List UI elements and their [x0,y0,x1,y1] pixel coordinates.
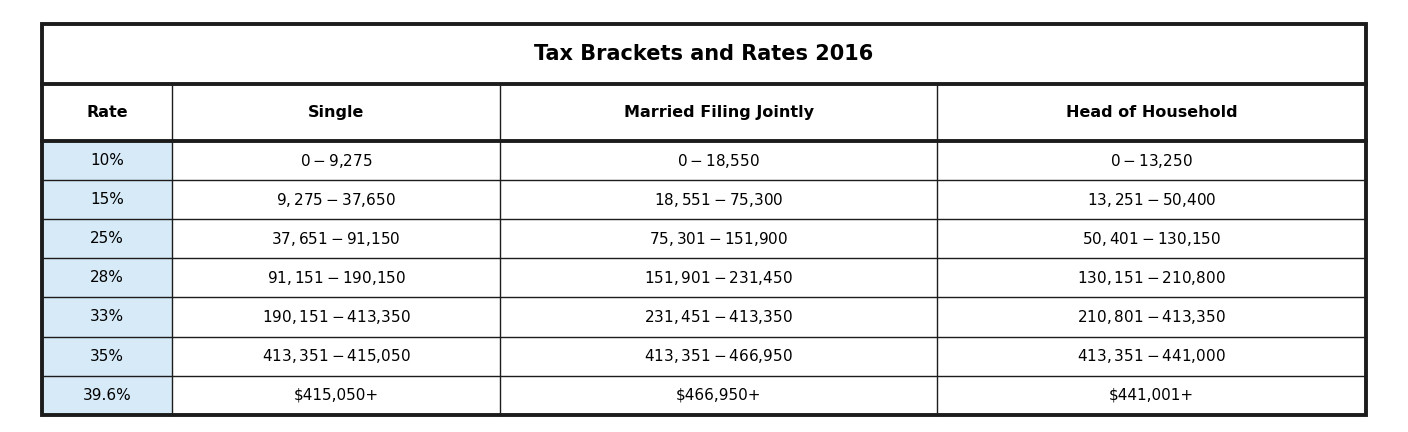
Bar [500,297,936,337]
Bar [42,141,172,180]
Bar [172,297,500,337]
Bar [172,84,500,141]
Bar [936,180,1366,219]
Bar [500,219,936,258]
Text: 39.6%: 39.6% [83,388,131,403]
Text: 28%: 28% [90,270,124,286]
Bar [172,258,500,297]
Bar [172,180,500,219]
Bar [500,375,936,415]
Text: $18,551 - $75,300: $18,551 - $75,300 [653,191,783,209]
Bar [936,141,1366,180]
Bar [172,219,500,258]
Bar [500,141,936,180]
Bar [172,337,500,375]
Bar [936,84,1366,141]
Text: $190,151 - $413,350: $190,151 - $413,350 [262,308,410,326]
Bar [500,258,936,297]
Text: Single: Single [308,105,365,120]
Text: Head of Household: Head of Household [1066,105,1238,120]
Text: $0 - $13,250: $0 - $13,250 [1110,152,1193,170]
Bar [42,375,172,415]
Text: 15%: 15% [90,192,124,207]
Text: $231,451 - $413,350: $231,451 - $413,350 [645,308,793,326]
Text: $0 - $9,275: $0 - $9,275 [300,152,372,170]
Text: $466,950+: $466,950+ [676,388,762,403]
Bar [936,258,1366,297]
Bar [42,180,172,219]
Text: $37,651 - $91,150: $37,651 - $91,150 [272,230,401,248]
Bar [42,337,172,375]
Text: Married Filing Jointly: Married Filing Jointly [624,105,814,120]
Bar [172,141,500,180]
Bar [42,219,172,258]
Text: $0 - $18,550: $0 - $18,550 [677,152,760,170]
Text: $75,301 - $151,900: $75,301 - $151,900 [649,230,788,248]
Bar [936,297,1366,337]
Bar [500,337,936,375]
Text: $413,351 - $441,000: $413,351 - $441,000 [1077,347,1226,365]
Text: 33%: 33% [90,309,124,324]
Text: $151,901 - $231,450: $151,901 - $231,450 [645,269,793,287]
Text: Tax Brackets and Rates 2016: Tax Brackets and Rates 2016 [535,44,873,64]
Text: $210,801 - $413,350: $210,801 - $413,350 [1077,308,1226,326]
Bar [172,375,500,415]
Text: 35%: 35% [90,349,124,364]
Bar [42,297,172,337]
Text: $91,151 - $190,150: $91,151 - $190,150 [266,269,406,287]
Text: $415,050+: $415,050+ [293,388,379,403]
Bar [500,84,936,141]
Text: $413,351 - $415,050: $413,351 - $415,050 [262,347,410,365]
Bar [42,24,1366,84]
Bar [936,375,1366,415]
Text: $50,401 - $130,150: $50,401 - $130,150 [1081,230,1221,248]
Bar [936,337,1366,375]
Text: $130,151  - $210,800: $130,151 - $210,800 [1077,269,1226,287]
Text: $9,275 - $37,650: $9,275 - $37,650 [276,191,396,209]
Text: $413,351 - $466,950: $413,351 - $466,950 [645,347,793,365]
Bar [500,180,936,219]
Text: $13,251 - $50,400: $13,251 - $50,400 [1087,191,1217,209]
Text: 25%: 25% [90,231,124,246]
Text: $441,001+: $441,001+ [1108,388,1194,403]
Text: 10%: 10% [90,153,124,168]
Bar [936,219,1366,258]
Text: Rate: Rate [86,105,128,120]
Bar [42,84,172,141]
Bar [42,258,172,297]
